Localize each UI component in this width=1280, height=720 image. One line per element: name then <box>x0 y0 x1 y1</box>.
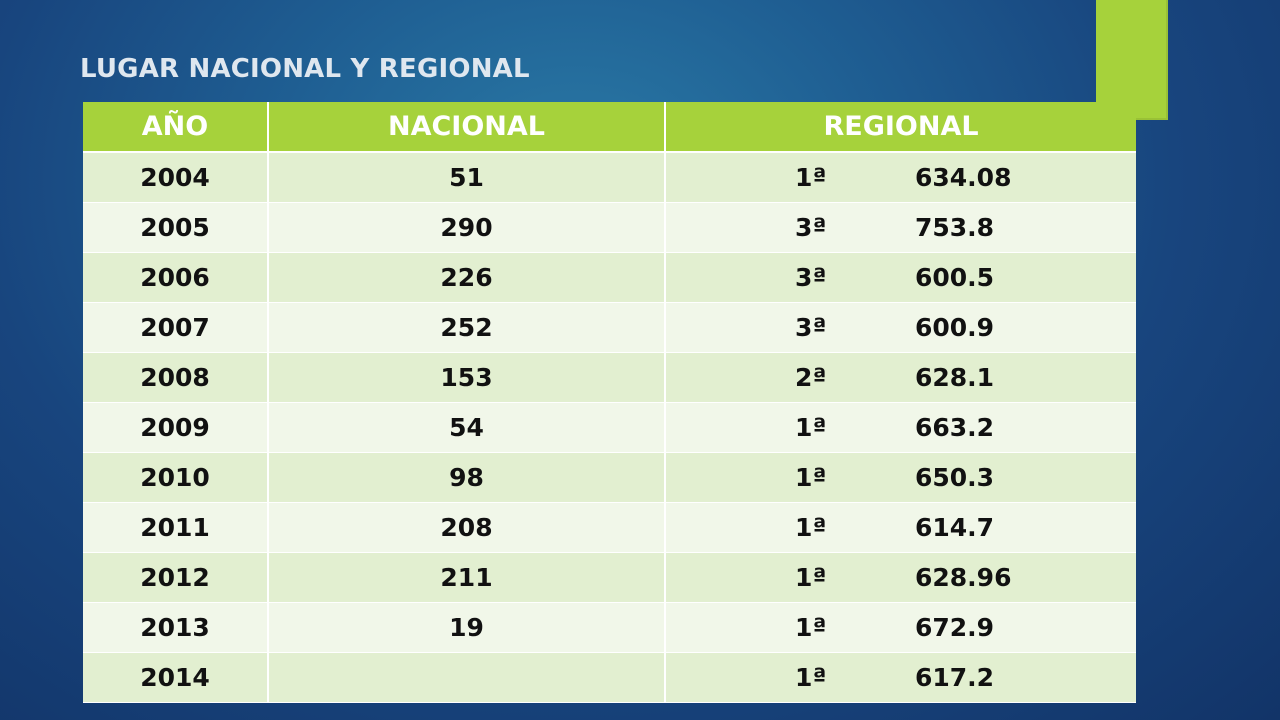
table-row: 2011 208 1ª 614.7 <box>83 502 1136 553</box>
cell-nacional: 290 <box>268 202 666 253</box>
regional-rank: 1ª <box>795 663 827 692</box>
cell-nacional: 19 <box>268 602 666 653</box>
regional-score: 600.5 <box>915 263 995 292</box>
cell-nacional: 252 <box>268 302 666 353</box>
slide-title: LUGAR NACIONAL Y REGIONAL <box>80 54 530 84</box>
table-row: 2007 252 3ª 600.9 <box>83 302 1136 353</box>
cell-nacional: 98 <box>268 452 666 503</box>
column-header-anio: AÑO <box>83 102 269 153</box>
regional-score: 617.2 <box>915 663 995 692</box>
cell-regional: 1ª 634.08 <box>665 152 1136 203</box>
cell-regional: 2ª 628.1 <box>665 352 1136 403</box>
cell-anio: 2009 <box>83 402 269 453</box>
accent-bar <box>1096 0 1168 120</box>
cell-nacional: 226 <box>268 252 666 303</box>
cell-nacional: 51 <box>268 152 666 203</box>
cell-regional: 3ª 600.5 <box>665 252 1136 303</box>
regional-score: 600.9 <box>915 313 995 342</box>
cell-anio: 2004 <box>83 152 269 203</box>
cell-regional: 1ª 650.3 <box>665 452 1136 503</box>
column-header-nacional: NACIONAL <box>268 102 666 153</box>
cell-nacional: 54 <box>268 402 666 453</box>
column-header-regional: REGIONAL <box>665 102 1136 153</box>
regional-score: 650.3 <box>915 463 995 492</box>
regional-score: 628.1 <box>915 363 995 392</box>
regional-score: 663.2 <box>915 413 995 442</box>
cell-anio: 2005 <box>83 202 269 253</box>
regional-score: 614.7 <box>915 513 995 542</box>
regional-score: 634.08 <box>915 163 1012 192</box>
cell-regional: 1ª 672.9 <box>665 602 1136 653</box>
regional-rank: 1ª <box>795 563 827 592</box>
table-row: 2013 19 1ª 672.9 <box>83 602 1136 653</box>
cell-anio: 2012 <box>83 552 269 603</box>
regional-rank: 1ª <box>795 413 827 442</box>
regional-rank: 1ª <box>795 463 827 492</box>
regional-rank: 2ª <box>795 363 827 392</box>
cell-anio: 2008 <box>83 352 269 403</box>
regional-rank: 3ª <box>795 313 827 342</box>
regional-score: 672.9 <box>915 613 995 642</box>
table-row: 2004 51 1ª 634.08 <box>83 152 1136 203</box>
table-row: 2014 1ª 617.2 <box>83 652 1136 703</box>
cell-regional: 1ª 663.2 <box>665 402 1136 453</box>
cell-regional: 1ª 628.96 <box>665 552 1136 603</box>
cell-anio: 2011 <box>83 502 269 553</box>
cell-anio: 2006 <box>83 252 269 303</box>
ranking-table: AÑO NACIONAL REGIONAL 2004 51 1ª 634.08 2… <box>83 102 1136 703</box>
regional-score: 628.96 <box>915 563 1012 592</box>
cell-nacional: 208 <box>268 502 666 553</box>
regional-score: 753.8 <box>915 213 995 242</box>
regional-rank: 1ª <box>795 613 827 642</box>
regional-rank: 3ª <box>795 263 827 292</box>
cell-regional: 3ª 600.9 <box>665 302 1136 353</box>
regional-rank: 1ª <box>795 513 827 542</box>
table-row: 2012 211 1ª 628.96 <box>83 552 1136 603</box>
table-row: 2010 98 1ª 650.3 <box>83 452 1136 503</box>
cell-anio: 2014 <box>83 652 269 703</box>
regional-rank: 3ª <box>795 213 827 242</box>
cell-regional: 1ª 614.7 <box>665 502 1136 553</box>
table-row: 2009 54 1ª 663.2 <box>83 402 1136 453</box>
cell-nacional <box>268 652 666 703</box>
table-row: 2008 153 2ª 628.1 <box>83 352 1136 403</box>
cell-nacional: 153 <box>268 352 666 403</box>
table-row: 2005 290 3ª 753.8 <box>83 202 1136 253</box>
cell-anio: 2010 <box>83 452 269 503</box>
table-header-row: AÑO NACIONAL REGIONAL <box>83 102 1136 153</box>
cell-anio: 2007 <box>83 302 269 353</box>
cell-anio: 2013 <box>83 602 269 653</box>
cell-regional: 3ª 753.8 <box>665 202 1136 253</box>
regional-rank: 1ª <box>795 163 827 192</box>
cell-regional: 1ª 617.2 <box>665 652 1136 703</box>
table-row: 2006 226 3ª 600.5 <box>83 252 1136 303</box>
cell-nacional: 211 <box>268 552 666 603</box>
